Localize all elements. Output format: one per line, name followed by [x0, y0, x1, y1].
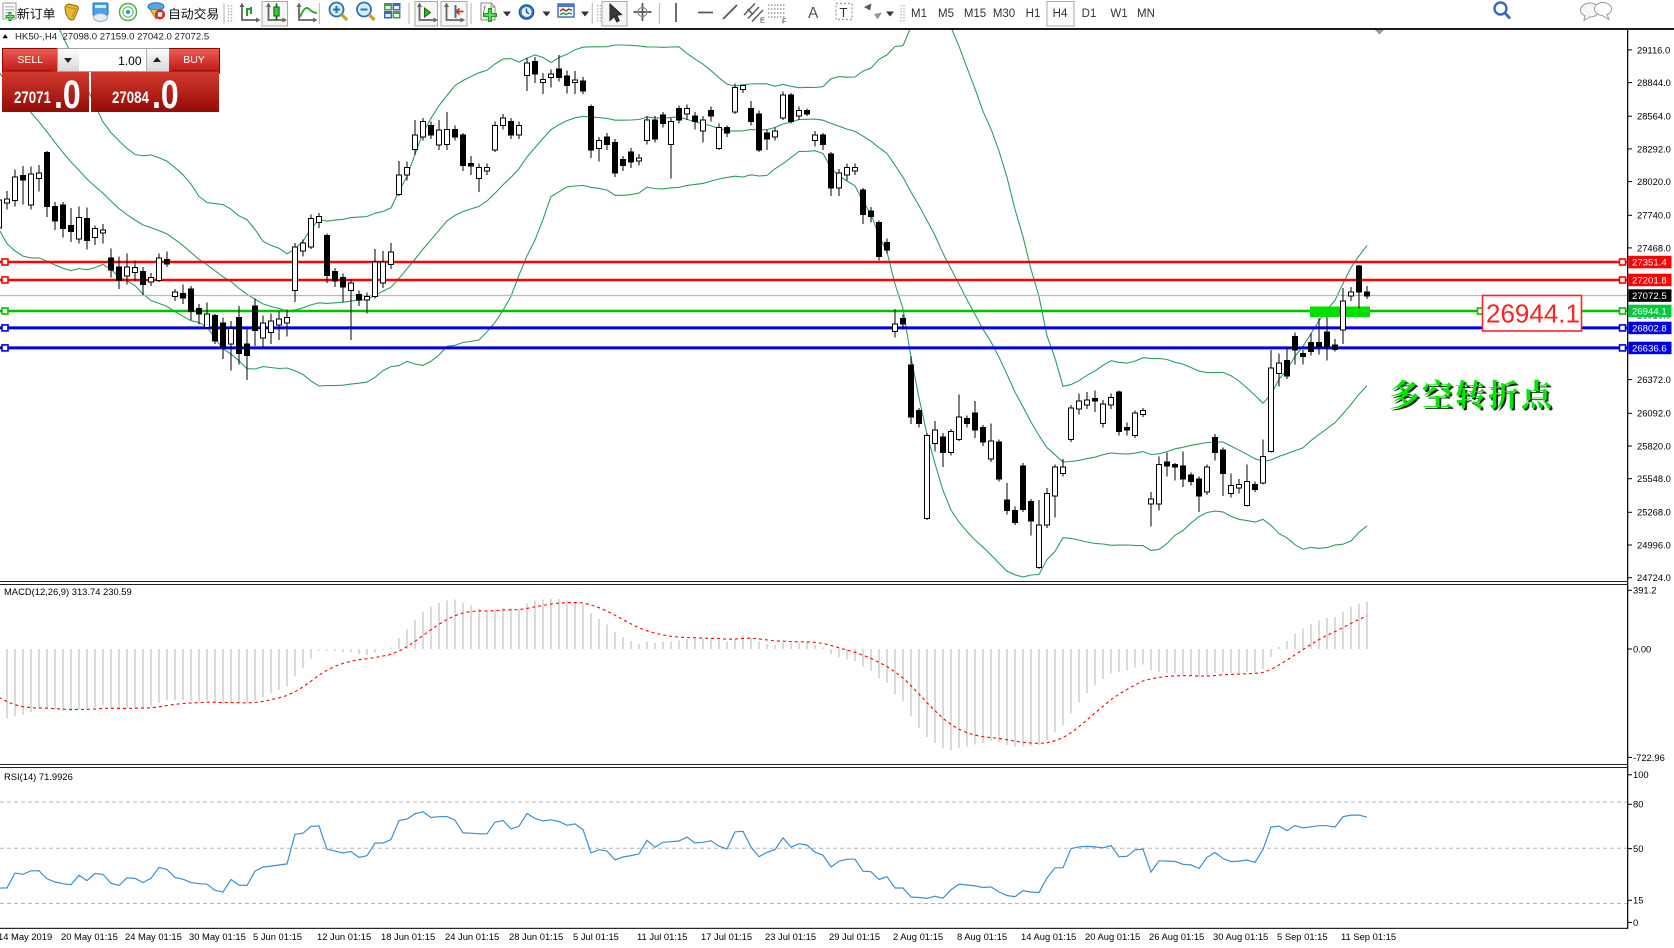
svg-text:M30: M30	[993, 8, 1015, 20]
svg-text:26944.1: 26944.1	[1632, 307, 1667, 318]
svg-text:14 May 2019: 14 May 2019	[0, 931, 52, 942]
svg-text:26802.8: 26802.8	[1632, 324, 1667, 335]
svg-text:8 Aug 01:15: 8 Aug 01:15	[957, 931, 1007, 942]
svg-text:24 Jun 01:15: 24 Jun 01:15	[445, 931, 499, 942]
svg-text:15: 15	[1633, 895, 1643, 906]
svg-text:0: 0	[1633, 917, 1638, 928]
svg-text:12 Jun 01:15: 12 Jun 01:15	[317, 931, 371, 942]
svg-text:M15: M15	[964, 8, 986, 20]
svg-text:29 Jul 01:15: 29 Jul 01:15	[829, 931, 880, 942]
svg-text:25548.0: 25548.0	[1637, 473, 1671, 484]
svg-text:5 Jul 01:15: 5 Jul 01:15	[573, 931, 619, 942]
svg-text:F: F	[782, 17, 787, 26]
svg-text:A: A	[808, 5, 819, 22]
svg-text:24724.0: 24724.0	[1637, 572, 1671, 583]
svg-text:MACD(12,26,9) 313.74 230.59: MACD(12,26,9) 313.74 230.59	[4, 586, 132, 597]
svg-text:MN: MN	[1137, 8, 1155, 20]
svg-text:2 Aug 01:15: 2 Aug 01:15	[893, 931, 943, 942]
svg-text:80: 80	[1633, 799, 1643, 810]
svg-text:26 Aug 01:15: 26 Aug 01:15	[1149, 931, 1204, 942]
svg-text:5 Sep 01:15: 5 Sep 01:15	[1277, 931, 1328, 942]
svg-text:27072.5: 27072.5	[1632, 291, 1667, 302]
svg-text:11 Jul 01:15: 11 Jul 01:15	[637, 931, 687, 942]
svg-text:26910.0: 26910.0	[1637, 310, 1671, 321]
svg-text:26092.0: 26092.0	[1637, 408, 1671, 419]
svg-text:26636.6: 26636.6	[1632, 344, 1667, 355]
svg-text:25268.0: 25268.0	[1637, 507, 1671, 518]
svg-text:D1: D1	[1082, 8, 1097, 20]
svg-text:27201.8: 27201.8	[1632, 276, 1667, 287]
svg-text:17 Jul 01:15: 17 Jul 01:15	[701, 931, 752, 942]
svg-text:50: 50	[1633, 843, 1643, 854]
svg-text:28292.0: 28292.0	[1637, 143, 1671, 154]
svg-text:28844.0: 28844.0	[1637, 77, 1671, 88]
svg-text:E: E	[760, 16, 765, 25]
svg-text:M5: M5	[938, 8, 954, 20]
svg-text:H1: H1	[1026, 8, 1041, 20]
svg-text:24 May 01:15: 24 May 01:15	[125, 931, 182, 942]
svg-text:14 Aug 01:15: 14 Aug 01:15	[1021, 931, 1076, 942]
svg-text:W1: W1	[1110, 8, 1127, 20]
svg-text:100: 100	[1633, 769, 1649, 780]
svg-text:28 Jun 01:15: 28 Jun 01:15	[509, 931, 563, 942]
svg-text:11 Sep 01:15: 11 Sep 01:15	[1341, 931, 1396, 942]
svg-text:M1: M1	[911, 8, 927, 20]
svg-text:-722.96: -722.96	[1633, 752, 1665, 763]
svg-text:23 Jul 01:15: 23 Jul 01:15	[765, 931, 816, 942]
svg-text:18 Jun 01:15: 18 Jun 01:15	[381, 931, 435, 942]
svg-text:H4: H4	[1053, 8, 1068, 20]
svg-text:30 May 01:15: 30 May 01:15	[189, 931, 246, 942]
svg-text:5 Jun 01:15: 5 Jun 01:15	[253, 931, 302, 942]
svg-text:24996.0: 24996.0	[1637, 539, 1671, 550]
svg-text:28020.0: 28020.0	[1637, 176, 1671, 187]
svg-text:20 Aug 01:15: 20 Aug 01:15	[1085, 931, 1140, 942]
svg-text:T: T	[840, 5, 848, 20]
svg-text:f: f	[483, 4, 487, 14]
svg-text:0.00: 0.00	[1633, 643, 1651, 654]
svg-text:30 Aug 01:15: 30 Aug 01:15	[1213, 931, 1268, 942]
svg-text:27351.4: 27351.4	[1632, 258, 1667, 269]
svg-text:27740.0: 27740.0	[1637, 210, 1671, 221]
svg-text:26372.0: 26372.0	[1637, 374, 1671, 385]
svg-text:29116.0: 29116.0	[1637, 44, 1670, 55]
svg-text:28564.0: 28564.0	[1637, 111, 1671, 122]
svg-text:391.2: 391.2	[1633, 585, 1656, 596]
svg-text:RSI(14) 71.9926: RSI(14) 71.9926	[4, 771, 73, 782]
svg-text:25820.0: 25820.0	[1637, 440, 1671, 451]
svg-text:26944.1: 26944.1	[1486, 299, 1580, 329]
svg-text:HK50-,H4 27098.0 27159.0 2704: HK50-,H4 27098.0 27159.0 27042.0 27072.5	[15, 32, 209, 43]
svg-text:27468.0: 27468.0	[1637, 242, 1671, 253]
svg-text:20 May 01:15: 20 May 01:15	[61, 931, 118, 942]
